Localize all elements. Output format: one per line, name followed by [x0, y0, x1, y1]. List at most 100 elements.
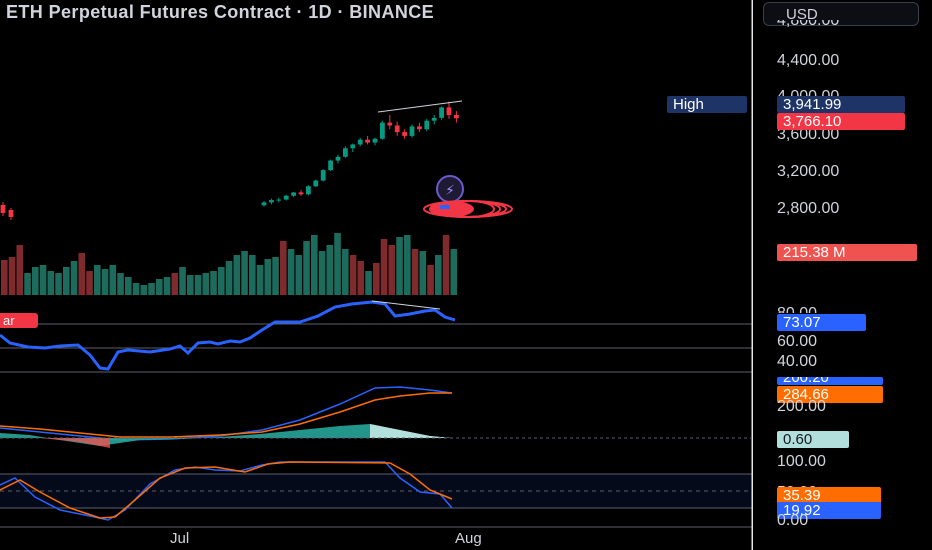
volume-bar: [210, 271, 217, 295]
candle-body: [387, 122, 393, 126]
volume-bar: [140, 285, 148, 295]
volume-bar: [233, 255, 241, 295]
volume-bar: [334, 233, 341, 295]
volume-bar: [435, 255, 442, 295]
volume-bar: [16, 245, 24, 295]
candle-body: [372, 138, 378, 143]
volume-bar: [280, 241, 287, 295]
trend-line: [377, 100, 463, 113]
volume-bar: [373, 263, 380, 295]
rsi-line: [0, 300, 456, 371]
candle-body: [394, 125, 400, 133]
volume-bar: [94, 265, 101, 295]
volume-bar: [8, 257, 16, 295]
candle-body: [269, 200, 274, 203]
volume-bar: [202, 273, 210, 295]
rsi-divergence-line: [371, 300, 441, 310]
candle-body: [424, 120, 430, 130]
stoch-d-tag: 35.39: [777, 487, 881, 504]
volume-bar: [264, 259, 272, 295]
volume-bar: [404, 235, 411, 295]
stoch-k-tag: 19.92: [777, 502, 881, 519]
volume-bar: [171, 273, 179, 295]
macd-value-tag: 200.20: [777, 377, 883, 385]
macd-histogram-neg: [0, 438, 110, 448]
candle-body: [306, 186, 311, 195]
candle-body: [402, 132, 407, 136]
candle-body: [320, 170, 326, 181]
volume-bar: [427, 265, 434, 295]
macd-tick: 200.00: [777, 398, 826, 415]
price-axis-separator: [752, 0, 753, 550]
volume-bar: [117, 273, 124, 295]
volume-bar: [450, 249, 458, 295]
time-tick: Jul: [170, 530, 190, 547]
volume-bar: [225, 261, 233, 295]
candle-body: [357, 139, 363, 145]
volume-bar: [101, 269, 109, 295]
candle-body: [350, 144, 356, 149]
candle-body: [431, 117, 437, 121]
flash-icon-glyph: ⚡: [445, 183, 455, 199]
candle-body: [335, 156, 341, 161]
price-tick: 2,800.00: [777, 200, 840, 217]
volume-bar: [241, 251, 248, 295]
volume-bar: [380, 239, 388, 295]
macd-signal-tag: 284.66: [777, 386, 883, 403]
candle-body: [313, 180, 319, 187]
volume-bar: [179, 267, 186, 295]
high-label-tag: High: [667, 96, 747, 113]
volume-bar: [1, 260, 8, 295]
price-tick: 3,200.00: [777, 163, 840, 180]
candle-body: [439, 107, 444, 118]
volume-bar: [311, 235, 318, 295]
volume-bar: [218, 267, 225, 295]
stoch-k-line: [0, 461, 453, 521]
volume-bar: [194, 275, 202, 295]
chart-title: ETH Perpetual Futures Contract · 1D · BI…: [6, 2, 435, 22]
volume-bar: [357, 261, 365, 295]
stoch-tick: 100.00: [777, 453, 826, 470]
volume-bar: [349, 255, 357, 295]
rsi-tick: 40.00: [777, 353, 818, 370]
rsi-tick: 60.00: [777, 333, 818, 350]
currency-selector[interactable]: USD: [763, 2, 919, 26]
volume-bar: [365, 271, 372, 295]
volume-bar: [272, 257, 279, 295]
volume-bar: [47, 271, 55, 295]
candle-body: [365, 139, 370, 143]
volume-bar: [78, 253, 86, 295]
stoch-d-line: [0, 461, 453, 519]
volume-bar: [287, 249, 295, 295]
candle-body: [343, 148, 348, 157]
candle-body: [454, 115, 459, 119]
volume-bar: [396, 237, 403, 295]
rsi-tick-partial: 80.00: [777, 305, 817, 313]
candle-body: [0, 205, 6, 213]
volume-bar: [125, 277, 132, 295]
volume-bar: [39, 265, 47, 295]
volume-bar: [55, 273, 62, 295]
volume-bar: [326, 245, 334, 295]
volume-bar: [148, 283, 155, 295]
candle-body: [276, 199, 282, 201]
candle-body: [417, 126, 422, 130]
candle-body: [261, 202, 267, 206]
us-flag-canton: [440, 205, 450, 209]
last-price-tag: 3,766.10: [777, 113, 905, 130]
volume-bar: [318, 251, 326, 295]
volume-bar: [442, 235, 450, 295]
candle-body: [446, 107, 452, 115]
volume-bar: [24, 273, 31, 295]
volume-bar: [295, 255, 303, 295]
indicator-name-tag[interactable]: ar: [0, 313, 38, 328]
time-tick: Aug: [455, 530, 482, 547]
volume-bar: [256, 265, 264, 295]
signal-line: [0, 392, 452, 438]
rsi-value-tag: 73.07: [777, 314, 866, 331]
volume-bar: [303, 241, 310, 295]
volume-tag: 215.38 M: [777, 244, 917, 261]
candle-body: [8, 210, 14, 217]
